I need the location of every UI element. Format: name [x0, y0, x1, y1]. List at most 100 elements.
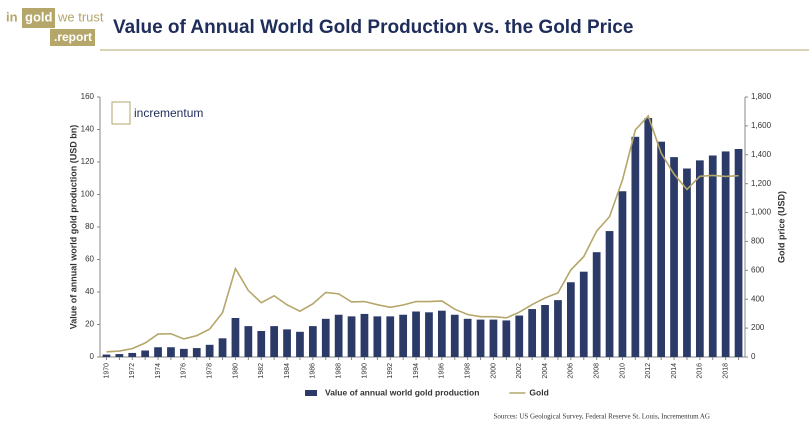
bar	[154, 347, 162, 357]
bar	[373, 316, 382, 357]
bar	[192, 348, 201, 357]
bar	[360, 313, 369, 357]
bar	[283, 329, 291, 357]
legend-swatch	[305, 390, 317, 396]
x-tick-label: 1986	[310, 363, 317, 379]
bar	[644, 118, 653, 357]
y-tick-label: 100	[81, 190, 95, 199]
brand-logo: incrementum	[111, 101, 203, 125]
bar	[592, 252, 601, 357]
bar	[683, 168, 691, 357]
y-tick-label: 140	[81, 125, 95, 134]
bar	[437, 310, 446, 357]
y-tick-label: 0	[90, 352, 95, 361]
bar	[734, 149, 743, 357]
x-tick-label: 1994	[413, 363, 420, 379]
bar	[579, 271, 588, 357]
x-tick-label: 1998	[464, 363, 471, 379]
bar	[296, 331, 304, 357]
bar	[515, 315, 524, 357]
bar	[231, 318, 240, 357]
logo-box	[22, 8, 55, 28]
y2-tick-label: 600	[751, 265, 765, 274]
x-tick-label: 2000	[490, 363, 497, 379]
y2-tick-label: 1,000	[751, 208, 772, 217]
bar	[115, 354, 124, 357]
logo-text: we trust	[57, 9, 104, 24]
x-tick-label: 2008	[593, 363, 600, 379]
bar	[476, 319, 485, 357]
y-tick-label: 160	[81, 92, 95, 101]
legend-label: Value of annual world gold production	[325, 387, 479, 397]
x-tick-label: 1988	[335, 363, 342, 379]
bar	[554, 300, 562, 357]
bar	[102, 354, 111, 357]
bar	[386, 316, 395, 357]
logo-text: in	[6, 9, 18, 24]
y-tick-label: 120	[81, 157, 95, 166]
x-tick-label: 2002	[516, 363, 523, 379]
bar	[308, 326, 317, 357]
bar	[399, 314, 408, 357]
bar	[566, 282, 575, 357]
x-tick-label: 2006	[568, 363, 575, 379]
bar	[528, 309, 537, 357]
x-tick-label: 1970	[103, 363, 110, 379]
x-tick-label: 2004	[542, 363, 549, 379]
bar	[412, 311, 420, 357]
bar	[463, 318, 472, 357]
x-tick-label: 1978	[206, 363, 213, 379]
bar	[695, 160, 704, 357]
y2-tick-label: 0	[751, 352, 756, 361]
x-tick-label: 1992	[387, 363, 394, 379]
bar	[618, 191, 627, 357]
y2-tick-label: 1,200	[751, 179, 772, 188]
bar	[257, 331, 266, 357]
y2-tick-label: 200	[751, 323, 765, 332]
x-tick-label: 1996	[439, 363, 446, 379]
y2-tick-label: 1,800	[751, 92, 772, 101]
bar	[450, 314, 459, 357]
bar	[321, 318, 330, 357]
bar	[270, 326, 279, 357]
y-tick-label: 60	[85, 255, 94, 264]
x-tick-label: 1972	[129, 363, 136, 379]
bar	[657, 141, 666, 357]
bar	[167, 347, 175, 357]
y-tick-label: 80	[85, 222, 94, 231]
y2-tick-label: 800	[751, 237, 765, 246]
y2-tick-label: 1,400	[751, 150, 772, 159]
x-tick-label: 1984	[284, 363, 291, 379]
bar	[721, 151, 730, 357]
bar	[631, 136, 640, 357]
brand-name: incrementum	[134, 106, 203, 120]
x-tick-label: 1974	[155, 363, 162, 379]
bar	[218, 338, 227, 357]
x-tick-label: 2014	[671, 363, 678, 379]
y2-axis-label: Gold price (USD)	[776, 191, 786, 263]
logo-box	[50, 29, 95, 46]
bar	[489, 319, 498, 357]
bar	[541, 305, 549, 357]
x-tick-label: 1982	[258, 363, 265, 379]
x-tick-label: 1980	[232, 363, 239, 379]
y-tick-label: 40	[85, 287, 94, 296]
logo-text: gold	[25, 9, 52, 24]
logo-text: .report	[54, 30, 92, 44]
x-tick-label: 2012	[645, 363, 652, 379]
x-tick-label: 2016	[697, 363, 704, 379]
bar	[205, 344, 214, 357]
bar	[708, 155, 717, 357]
bar	[502, 320, 511, 357]
x-tick-label: 2010	[619, 363, 626, 379]
line	[106, 114, 739, 353]
bar	[334, 314, 343, 357]
bar	[128, 352, 137, 357]
bar	[179, 348, 188, 357]
bar	[141, 350, 150, 357]
y2-tick-label: 1,600	[751, 121, 772, 130]
bar	[347, 316, 356, 357]
legend-label: Gold	[529, 387, 548, 397]
chart-title: Value of Annual World Gold Production vs…	[113, 17, 633, 38]
